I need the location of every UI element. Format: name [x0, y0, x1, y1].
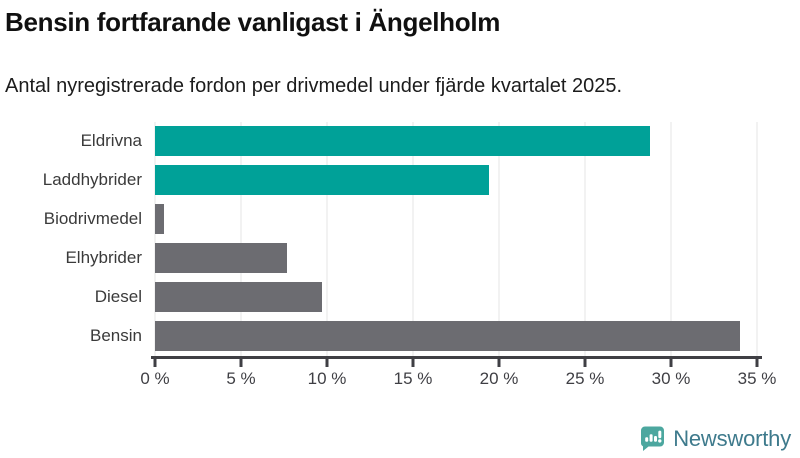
x-tick-label-10: 10 %: [307, 368, 347, 388]
grid-layer: [154, 121, 758, 356]
brand-name: Newsworthy: [673, 425, 791, 451]
category-label-biodrivmedel: Biodrivmedel: [43, 209, 142, 229]
x-tick-mark-5: [239, 358, 243, 367]
category-label-diesel: Diesel: [94, 287, 142, 307]
x-tick-mark-10: [325, 358, 329, 367]
page-title: Bensin fortfarande vanligast i Ängelholm: [5, 7, 501, 37]
gridline-35: [756, 121, 758, 356]
category-labels: Eldrivna Laddhybrider Biodrivmedel Elhybrid…: [0, 122, 155, 356]
newsworthy-logo-icon: [641, 426, 665, 451]
bars-layer: [155, 122, 757, 356]
gridline-30: [670, 121, 672, 356]
plot-area: 0 % 5 % 10 % 15 % 20 % 25 % 30 % 35 %: [140, 121, 776, 388]
bar-biodrivmedel: [155, 204, 164, 235]
bar-bensin: [155, 321, 740, 352]
x-tick-label-15: 15 %: [393, 368, 433, 388]
category-label-eldrivna: Eldrivna: [80, 131, 142, 151]
gridline-25: [584, 121, 586, 356]
category-label-laddhybrider: Laddhybrider: [42, 170, 142, 190]
x-tick-mark-25: [583, 358, 587, 367]
bar-row: [155, 278, 757, 317]
x-tick-label-20: 20 %: [479, 368, 519, 388]
x-tick-label-35: 35 %: [737, 368, 777, 388]
x-tick-mark-20: [497, 358, 501, 367]
category-label-elhybrider: Elhybrider: [65, 248, 142, 268]
category-label-bensin: Bensin: [90, 326, 142, 346]
bar-elhybrider: [155, 243, 288, 274]
brand-footer: Newsworthy: [639, 425, 791, 452]
bar-row: [155, 200, 757, 239]
gridline-20: [498, 121, 500, 356]
x-axis-line: [151, 355, 762, 359]
bar-row: [155, 161, 757, 200]
x-tick-mark-35: [755, 358, 759, 367]
bar-row: [155, 239, 757, 278]
x-tick-mark-30: [669, 358, 673, 367]
x-tick-label-25: 25 %: [565, 368, 605, 388]
x-tick-label-30: 30 %: [651, 368, 691, 388]
bar-eldrivna: [155, 126, 651, 157]
bar-diesel: [155, 282, 322, 313]
bar-chart: Eldrivna Laddhybrider Biodrivmedel Elhybrid…: [0, 121, 776, 388]
bar-row: [155, 317, 757, 356]
x-tick-mark-0: [153, 358, 157, 367]
gridline-10: [326, 121, 328, 356]
bar-row: [155, 122, 757, 161]
gridline-0: [154, 121, 156, 356]
x-tick-mark-15: [411, 358, 415, 367]
x-tick-label-5: 5 %: [226, 368, 256, 388]
gridline-15: [412, 121, 414, 356]
x-tick-label-0: 0 %: [140, 368, 170, 388]
bar-laddhybrider: [155, 165, 489, 196]
chart-subtitle: Antal nyregistrerade fordon per drivmede…: [5, 74, 623, 97]
gridline-5: [240, 121, 242, 356]
chart-page: Bensin fortfarande vanligast i Ängelholm…: [0, 7, 800, 458]
